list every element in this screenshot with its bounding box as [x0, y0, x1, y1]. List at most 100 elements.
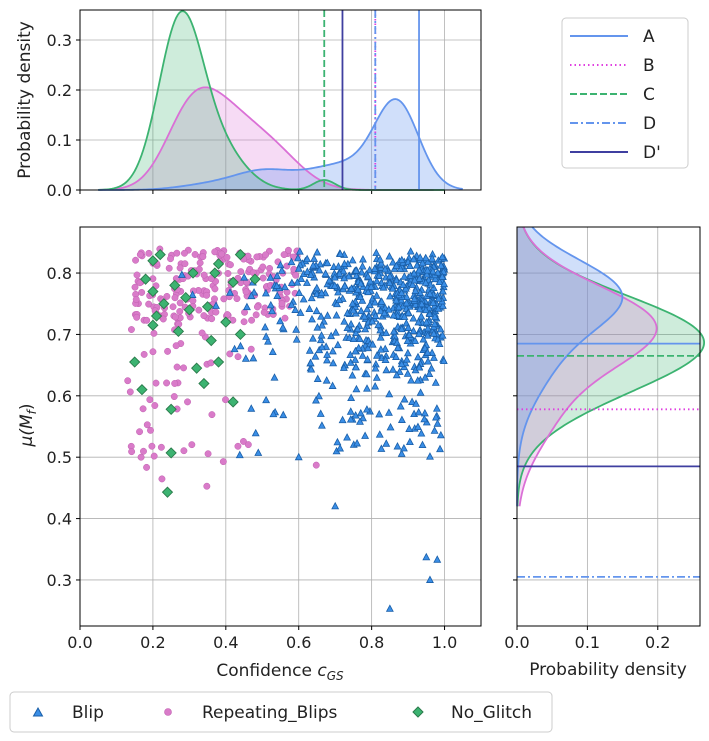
legend-label-noglitch: No_Glitch [451, 703, 532, 723]
blip-point [363, 304, 372, 313]
legend-label-Dprime: D' [643, 143, 661, 163]
blip-point [303, 254, 312, 263]
blip-point [433, 555, 442, 563]
blip-point [338, 415, 347, 424]
blip-point [412, 399, 420, 407]
blip-point [317, 331, 326, 339]
blip-point [313, 323, 322, 331]
no-glitch-point [154, 248, 166, 261]
blip-point [254, 448, 263, 456]
blip-point [266, 273, 275, 281]
blip-point [356, 417, 364, 425]
blip-point [438, 331, 447, 339]
blip-point [269, 409, 278, 418]
blip-point [270, 373, 279, 381]
blip-point [414, 407, 423, 416]
blip-point [330, 273, 339, 281]
blip-point [438, 252, 447, 261]
blip-point [247, 291, 256, 300]
blip-point [416, 253, 425, 261]
no-glitch-point [234, 328, 247, 341]
blip-point [409, 254, 418, 263]
blip-point [273, 271, 282, 280]
top-density-fill-blip [98, 99, 463, 190]
repeating-blip-point [189, 297, 197, 305]
blip-point [348, 255, 357, 264]
blip-point [392, 370, 401, 379]
blip-point [339, 363, 348, 371]
blip-point [372, 276, 381, 285]
legend-label-D: D [643, 114, 656, 134]
blip-point [347, 284, 356, 292]
blip-point [347, 393, 356, 402]
repeating-blip-point [198, 329, 206, 337]
repeating-blip-point [195, 306, 203, 314]
scatter-ytick-label: 0.5 [47, 448, 72, 467]
legend-label-repeating: Repeating_Blips [202, 703, 338, 723]
top-density-fill-noglitch [98, 11, 445, 190]
blip-point [335, 269, 344, 277]
blip-point [333, 340, 342, 349]
repeating-blip-point [196, 259, 204, 267]
blip-point [352, 384, 361, 393]
repeating-blip-point [259, 263, 267, 271]
right-density-fill-blip [517, 227, 623, 507]
blip-point [334, 262, 343, 270]
blip-point [356, 279, 365, 287]
blip-point [405, 261, 414, 270]
blip-point [436, 444, 444, 453]
no-glitch-point [205, 334, 217, 347]
blip-point [339, 266, 348, 275]
repeating-blip-point [151, 402, 159, 409]
no-glitch-point [180, 291, 192, 304]
repeating-blip-point [252, 311, 260, 319]
blip-point [353, 439, 362, 447]
blip-point [352, 266, 361, 274]
top-ytick-label: 0.3 [47, 31, 72, 50]
blip-point [279, 410, 288, 419]
blip-point [426, 452, 434, 460]
blip-point [413, 422, 422, 430]
no-glitch-point [183, 304, 196, 316]
blip-point [370, 264, 379, 272]
repeating-blip-point [278, 300, 286, 308]
blip-point [423, 348, 432, 356]
blip-point [322, 376, 331, 384]
repeating-blip-point [147, 426, 154, 434]
blip-point [438, 272, 447, 280]
blip-point [420, 414, 429, 423]
top-density-fill-repeating [98, 87, 434, 190]
repeating-blip-point [292, 271, 300, 279]
blip-point [374, 271, 383, 279]
repeating-blip-point [248, 316, 256, 324]
scatter-ytick-label: 0.3 [47, 571, 72, 590]
blip-point [439, 267, 448, 275]
scatter-ytick-label: 0.6 [47, 387, 72, 406]
blip-point [310, 254, 319, 262]
blip-point [315, 265, 324, 274]
blip-point [428, 254, 437, 262]
scatter-ytick-label: 0.4 [47, 510, 72, 529]
top-density-panel: 0.0 0.1 0.2 0.3 [47, 9, 482, 200]
blip-point [362, 405, 371, 413]
blip-point [351, 346, 360, 355]
blip-point [371, 381, 380, 390]
blip-point [400, 312, 409, 320]
blip-point [268, 347, 277, 355]
main-xlabel-text: Confidence [216, 661, 312, 681]
blip-point [425, 309, 434, 317]
blip-point [303, 267, 312, 275]
blip-point [402, 298, 411, 307]
blip-point [356, 292, 365, 301]
blip-point [266, 300, 275, 309]
blip-point [354, 343, 363, 352]
blip-point [295, 247, 304, 255]
main-ylabel: μ(Mf) [17, 404, 39, 448]
repeating-blip-point [223, 311, 231, 318]
repeating-blip-point [212, 308, 220, 316]
repeating-blip-point [140, 350, 148, 358]
repeating-blip-point [180, 364, 188, 372]
blip-point [358, 254, 367, 263]
top-ylabel: Probability density [15, 21, 35, 179]
